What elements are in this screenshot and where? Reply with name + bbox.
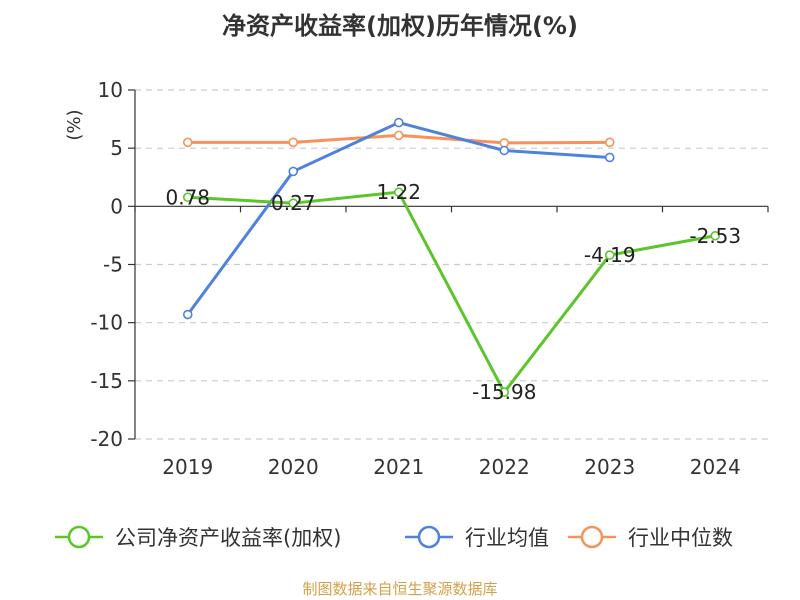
legend-marker (580, 525, 604, 549)
y-axis-label: (%) (64, 109, 85, 140)
data-label: 1.22 (376, 180, 421, 204)
data-point (288, 166, 299, 177)
x-tick-label: 2020 (268, 455, 319, 479)
data-point (499, 145, 510, 156)
data-point (393, 187, 404, 197)
data-label: -2.53 (689, 224, 741, 248)
data-point (288, 198, 299, 208)
x-tick-label: 2019 (162, 455, 213, 479)
x-tick-label: 2021 (373, 455, 424, 479)
series-lines (182, 117, 721, 398)
series-line (186, 121, 610, 316)
x-tick-label: 2023 (584, 455, 635, 479)
data-point (393, 130, 404, 141)
y-tick-label: 10 (98, 78, 123, 102)
legend-label: 行业中位数 (628, 526, 733, 550)
source-note: 制图数据来自恒生聚源数据库 (302, 580, 498, 598)
data-point (604, 152, 615, 163)
legend-label: 公司净资产收益率(加权) (115, 526, 341, 550)
chart-title: 净资产收益率(加权)历年情况(%) (222, 12, 578, 40)
data-label: -15.98 (472, 380, 536, 404)
data-label: -4.19 (584, 243, 636, 267)
data-point (182, 192, 193, 203)
data-point (604, 137, 615, 148)
data-point (604, 250, 615, 260)
y-tick-label: -20 (90, 427, 123, 451)
data-point (182, 137, 193, 148)
data-point (393, 117, 404, 128)
y-tick-label: -10 (90, 311, 123, 335)
legend-marker (417, 525, 441, 549)
data-point (182, 309, 193, 320)
y-tick-label: 0 (110, 194, 123, 218)
x-tick-label: 2022 (479, 455, 530, 479)
legend-item: 行业中位数 (568, 525, 733, 550)
legend-item: 公司净资产收益率(加权) (55, 525, 341, 550)
data-point (710, 230, 721, 241)
y-tick-label: 5 (110, 136, 123, 160)
legend-marker (67, 525, 91, 549)
legend: 公司净资产收益率(加权) 行业均值 行业中位数 (55, 525, 733, 550)
data-point (499, 387, 510, 398)
axes: 10 5 0 -5 -10 -15 -20 2019 2020 2021 2022 2023 2024 (90, 78, 769, 479)
x-tick-label: 2024 (690, 455, 741, 479)
legend-label: 行业均值 (465, 526, 549, 550)
legend-item: 行业均值 (405, 525, 549, 550)
data-point (288, 137, 299, 148)
y-tick-label: -5 (103, 253, 123, 277)
data-label: 0.27 (271, 191, 316, 215)
data-labels: 0.78 0.27 1.22 -15.98 -4.19 -2.53 (165, 180, 741, 404)
series-line (187, 190, 716, 394)
data-label: 0.78 (165, 185, 210, 209)
y-tick-label: -15 (90, 369, 123, 393)
